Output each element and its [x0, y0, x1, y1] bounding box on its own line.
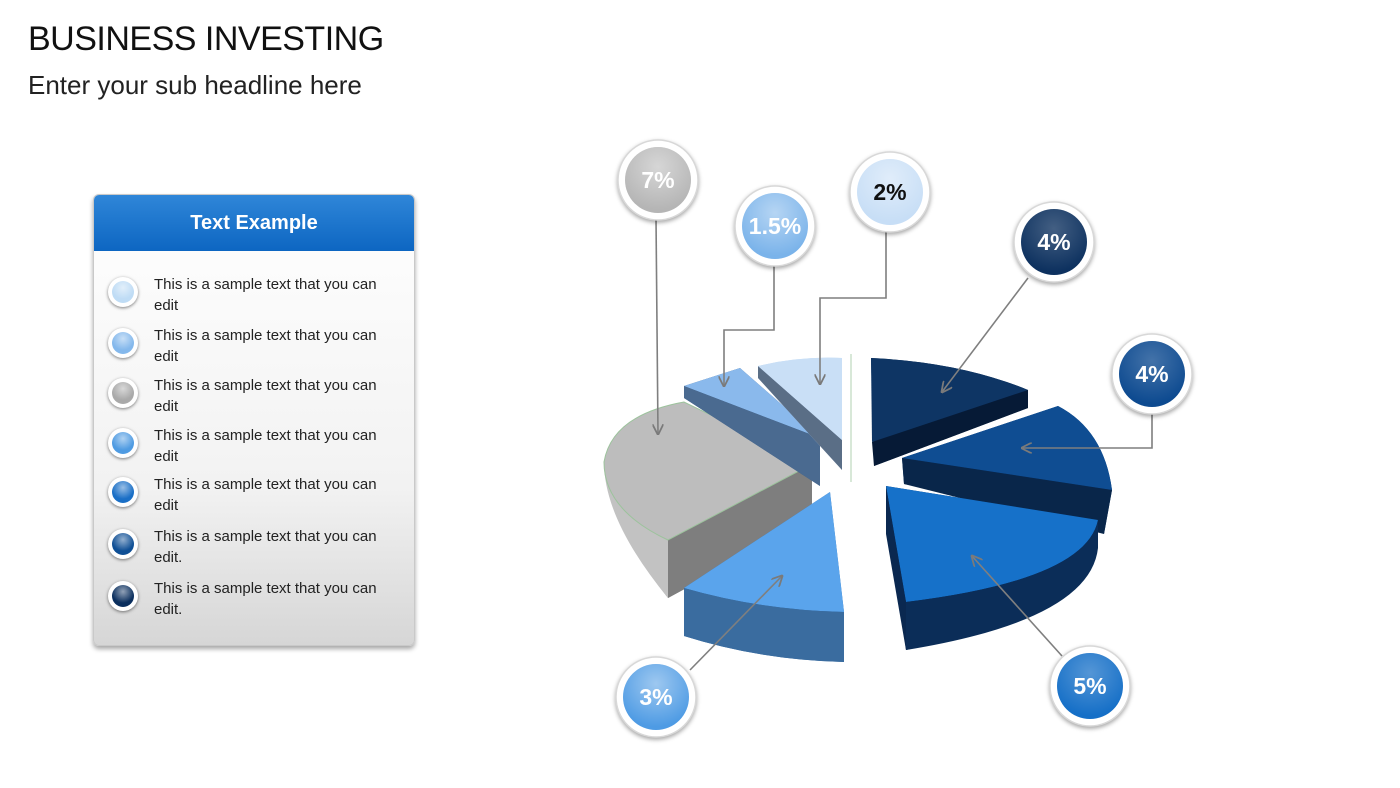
legend-bullet-icon	[108, 378, 138, 408]
badge-label: 4%	[1135, 361, 1168, 387]
connector-7-percent	[656, 217, 658, 434]
value-badge: 2%	[849, 151, 931, 233]
legend-item-text: This is a sample text that you can edit	[154, 377, 377, 415]
legend-item: This is a sample text that you can edit	[108, 377, 398, 422]
legend-heading: Text Example	[94, 195, 414, 251]
value-badge: 3%	[615, 656, 697, 738]
badge-label: 5%	[1073, 673, 1106, 699]
connector-3-percent	[689, 576, 782, 671]
legend-item: This is a sample text that you can edit	[108, 276, 398, 321]
connector-4-percent-dark	[1022, 410, 1153, 448]
value-badge: 4%	[1111, 333, 1193, 415]
value-badge: 7%	[617, 139, 699, 221]
value-badge: 4%	[1013, 201, 1095, 283]
legend-item-text: This is a sample text that you can edit	[154, 427, 377, 465]
badge-label: 3%	[639, 684, 672, 710]
pie-slice-bright-blue	[886, 486, 1098, 650]
pie-slice-navy	[871, 358, 1028, 466]
pie-slice-light-blue	[684, 368, 820, 486]
badge-label: 4%	[1037, 229, 1070, 255]
legend-bullet-icon	[108, 529, 138, 559]
legend-item: This is a sample text that you can edit	[108, 427, 398, 472]
legend-item: This is a sample text that you can edit.	[108, 580, 398, 625]
page-title: BUSINESS INVESTING	[28, 20, 384, 58]
page-subtitle: Enter your sub headline here	[28, 70, 362, 100]
legend-panel: Text Example This is a sample text that …	[93, 194, 415, 646]
value-badge: 1.5%	[734, 185, 816, 267]
connector-4-percent-navy	[942, 277, 1029, 392]
legend-item: This is a sample text that you can edit	[108, 327, 398, 372]
badge-label: 1.5%	[749, 213, 801, 239]
badge-label: 7%	[641, 167, 674, 193]
connector-lines	[656, 217, 1153, 671]
pie-slice-medium-blue	[684, 492, 844, 662]
legend-item-text: This is a sample text that you can edit	[154, 327, 377, 365]
legend-item: This is a sample text that you can edit	[108, 476, 398, 521]
pie-slice-grey	[603, 401, 814, 598]
legend-item-text: This is a sample text that you can edit	[154, 276, 377, 314]
legend-bullet-icon	[108, 428, 138, 458]
legend-item-text: This is a sample text that you can edit.	[154, 528, 377, 566]
legend-item-text: This is a sample text that you can edit.	[154, 580, 377, 618]
connector-5-percent	[972, 556, 1063, 657]
legend-bullet-icon	[108, 328, 138, 358]
legend-item: This is a sample text that you can edit.	[108, 528, 398, 573]
legend-item-text: This is a sample text that you can edit	[154, 476, 377, 514]
connector-1-5-percent	[724, 262, 775, 386]
legend-bullet-icon	[108, 277, 138, 307]
connector-2-percent	[820, 232, 887, 384]
value-badge: 5%	[1049, 645, 1131, 727]
legend-bullet-icon	[108, 477, 138, 507]
badge-label: 2%	[873, 179, 906, 205]
legend-bullet-icon	[108, 581, 138, 611]
